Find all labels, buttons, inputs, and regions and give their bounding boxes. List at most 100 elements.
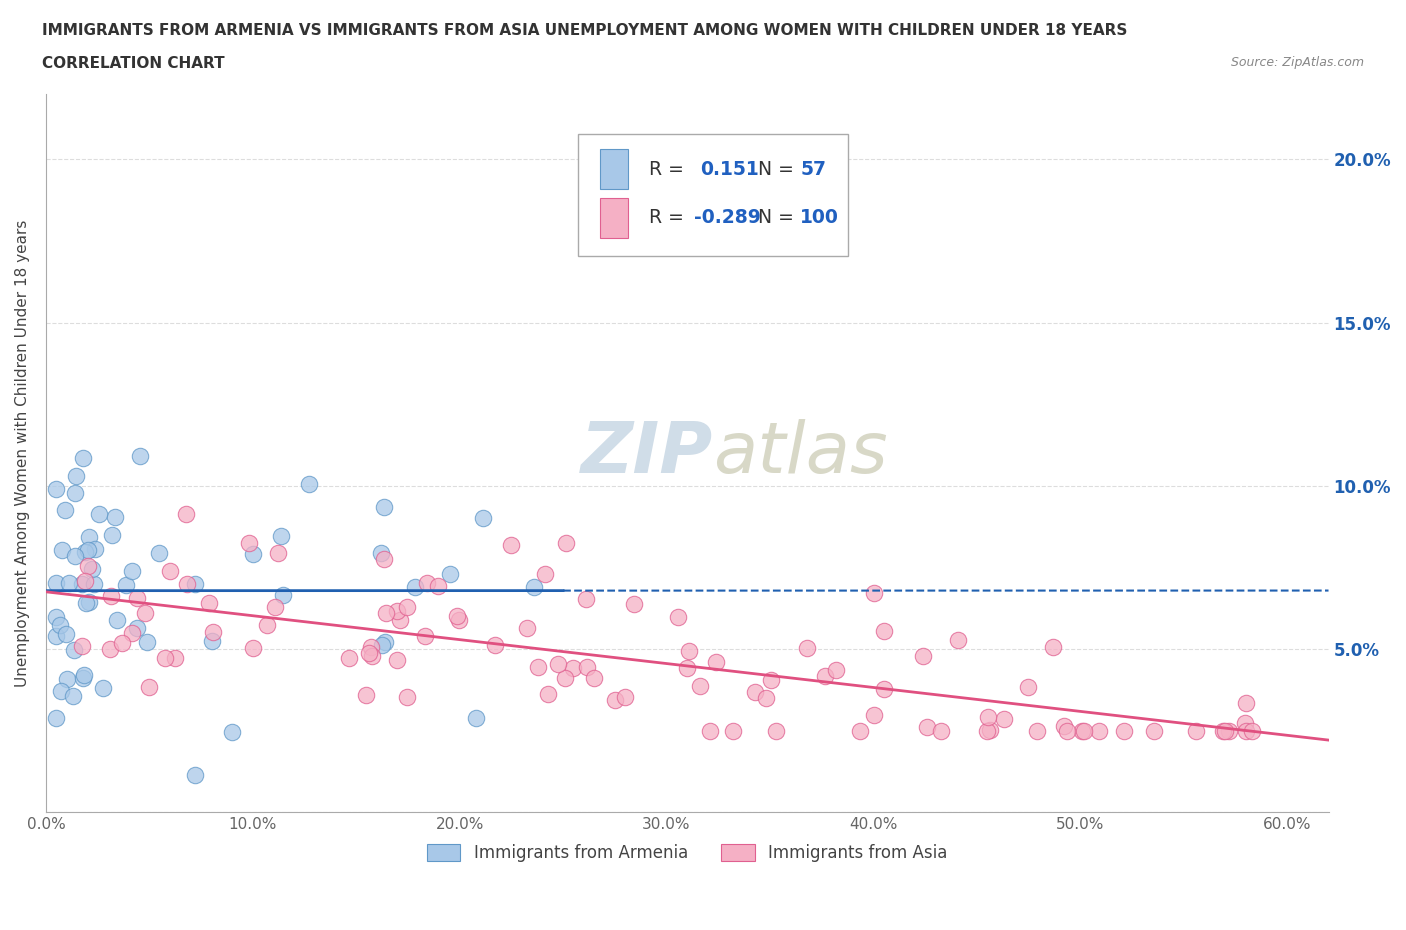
Point <box>523 579 546 594</box>
Point <box>471 511 494 525</box>
Y-axis label: Unemployment Among Women with Children Under 18 years: Unemployment Among Women with Children U… <box>15 219 30 687</box>
FancyBboxPatch shape <box>600 150 628 189</box>
Point <box>65 469 87 484</box>
Point <box>129 448 152 463</box>
Point <box>1218 724 1240 738</box>
Point <box>1234 696 1257 711</box>
Point <box>87 506 110 521</box>
Point <box>136 635 159 650</box>
Point <box>77 559 100 574</box>
Point <box>184 577 207 591</box>
Point <box>125 620 148 635</box>
Text: -0.289: -0.289 <box>693 208 761 227</box>
Text: CORRELATION CHART: CORRELATION CHART <box>42 56 225 71</box>
Point <box>242 547 264 562</box>
FancyBboxPatch shape <box>578 134 848 256</box>
Point <box>547 657 569 671</box>
Point <box>1073 724 1095 738</box>
Point <box>176 507 198 522</box>
Point <box>337 650 360 665</box>
Point <box>370 546 392 561</box>
Point <box>849 724 872 738</box>
Point <box>256 618 278 632</box>
Point <box>825 662 848 677</box>
Point <box>1056 724 1078 738</box>
Point <box>484 638 506 653</box>
Text: N =: N = <box>758 160 793 179</box>
Point <box>993 711 1015 726</box>
Point <box>863 585 886 600</box>
Point <box>72 671 94 686</box>
Point <box>1053 719 1076 734</box>
Point <box>915 720 938 735</box>
Text: atlas: atlas <box>713 418 887 487</box>
Point <box>516 621 538 636</box>
Text: R =: R = <box>648 208 683 227</box>
Point <box>101 527 124 542</box>
Point <box>73 668 96 683</box>
Point <box>872 682 894 697</box>
Text: 100: 100 <box>800 208 839 227</box>
Point <box>45 482 67 497</box>
Point <box>721 724 744 738</box>
Point <box>76 542 98 557</box>
Point <box>582 671 605 685</box>
Text: R =: R = <box>648 160 683 179</box>
Point <box>357 645 380 660</box>
Point <box>70 577 93 591</box>
Text: 0.151: 0.151 <box>700 160 759 179</box>
Point <box>814 669 837 684</box>
Point <box>614 689 637 704</box>
Point <box>427 579 450 594</box>
Point <box>389 613 412 628</box>
Point <box>56 671 79 686</box>
Point <box>121 564 143 578</box>
Point <box>45 711 67 726</box>
Point <box>148 546 170 561</box>
Point <box>704 655 727 670</box>
Point <box>176 577 198 591</box>
Point <box>242 640 264 655</box>
Point <box>121 625 143 640</box>
Point <box>134 605 156 620</box>
Point <box>374 634 396 649</box>
Point <box>1071 724 1094 738</box>
Point <box>111 635 134 650</box>
Point <box>755 690 778 705</box>
Point <box>562 661 585 676</box>
Text: N =: N = <box>758 208 793 227</box>
Point <box>163 651 186 666</box>
Point <box>527 660 550 675</box>
Point <box>1233 715 1256 730</box>
Text: ZIP: ZIP <box>581 418 713 487</box>
Point <box>977 710 1000 724</box>
Point <box>370 638 392 653</box>
Point <box>264 599 287 614</box>
Point <box>98 642 121 657</box>
Point <box>202 625 225 640</box>
Point <box>270 528 292 543</box>
Point <box>91 681 114 696</box>
Point <box>449 613 471 628</box>
Point <box>623 597 645 612</box>
Point <box>55 627 77 642</box>
Point <box>80 562 103 577</box>
Point <box>499 538 522 552</box>
Point <box>73 574 96 589</box>
Point <box>63 642 86 657</box>
Point <box>197 596 219 611</box>
Point <box>946 632 969 647</box>
FancyBboxPatch shape <box>600 198 628 238</box>
Point <box>159 564 181 578</box>
Point <box>689 678 711 693</box>
Point <box>100 589 122 604</box>
Point <box>70 639 93 654</box>
Point <box>744 684 766 699</box>
Point <box>83 577 105 591</box>
Point <box>416 576 439 591</box>
Point <box>298 476 321 491</box>
Point <box>1241 724 1264 738</box>
Point <box>45 610 67 625</box>
Point <box>271 588 294 603</box>
Point <box>1042 640 1064 655</box>
